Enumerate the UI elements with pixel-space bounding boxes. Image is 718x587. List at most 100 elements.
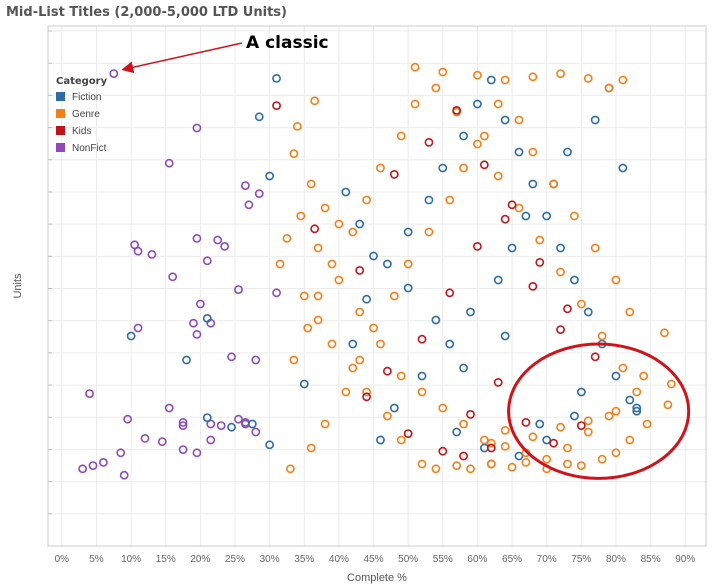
data-point-genre bbox=[611, 275, 621, 285]
data-point-nonfict bbox=[85, 389, 94, 398]
data-point-nonfict bbox=[192, 329, 202, 339]
data-point-genre bbox=[473, 70, 482, 80]
data-point-fiction bbox=[254, 112, 264, 122]
data-point-genre bbox=[334, 219, 344, 229]
data-point-nonfict bbox=[206, 419, 216, 429]
data-point-genre bbox=[327, 259, 337, 269]
data-point-kids bbox=[355, 265, 365, 275]
data-point-genre bbox=[341, 387, 351, 397]
data-point-genre bbox=[334, 275, 344, 285]
data-point-fiction bbox=[272, 74, 281, 83]
x-tick-label: 30% bbox=[260, 554, 280, 565]
data-point-fiction bbox=[182, 355, 191, 365]
data-point-genre bbox=[500, 441, 510, 451]
legend-title: Category bbox=[56, 76, 108, 87]
data-point-nonfict bbox=[202, 256, 212, 266]
data-point-fiction bbox=[362, 294, 372, 304]
data-point-genre bbox=[289, 355, 299, 365]
data-point-genre bbox=[410, 99, 420, 109]
data-point-kids bbox=[493, 377, 503, 387]
highlight-circle bbox=[507, 342, 691, 480]
data-point-fiction bbox=[369, 251, 378, 261]
data-point-nonfict bbox=[227, 352, 236, 362]
data-point-genre bbox=[396, 131, 406, 141]
data-point-fiction bbox=[265, 440, 275, 450]
data-point-kids bbox=[362, 392, 372, 402]
data-point-genre bbox=[528, 432, 538, 442]
data-point-genre bbox=[403, 259, 413, 269]
data-point-fiction bbox=[438, 163, 448, 173]
data-point-kids bbox=[452, 106, 462, 115]
data-point-genre bbox=[459, 163, 468, 173]
data-point-fiction bbox=[576, 387, 586, 397]
data-point-genre bbox=[410, 62, 420, 72]
data-point-fiction bbox=[521, 211, 531, 221]
legend-swatch bbox=[56, 143, 65, 152]
data-point-nonfict bbox=[192, 233, 202, 243]
data-point-genre bbox=[431, 464, 441, 474]
x-tick-label: 10% bbox=[121, 554, 141, 565]
data-point-fiction bbox=[590, 115, 600, 125]
data-point-genre bbox=[556, 422, 565, 432]
data-point-nonfict bbox=[251, 427, 261, 437]
data-point-fiction bbox=[570, 275, 579, 285]
x-tick-label: 40% bbox=[329, 554, 349, 565]
data-point-genre bbox=[452, 461, 462, 470]
data-point-genre bbox=[666, 379, 676, 389]
data-point-nonfict bbox=[157, 437, 167, 446]
data-point-genre bbox=[500, 75, 510, 85]
data-point-kids bbox=[466, 409, 475, 419]
annotations: A classic bbox=[121, 33, 691, 480]
data-point-genre bbox=[459, 419, 468, 429]
legend-label: Genre bbox=[72, 109, 100, 120]
data-point-fiction bbox=[403, 283, 413, 293]
data-point-genre bbox=[597, 331, 607, 341]
data-point-genre bbox=[376, 339, 385, 349]
data-point-genre bbox=[618, 75, 628, 85]
data-point-kids bbox=[424, 137, 434, 147]
data-point-nonfict bbox=[234, 285, 243, 294]
data-point-kids bbox=[473, 241, 482, 251]
data-point-kids bbox=[459, 451, 468, 461]
data-point-kids bbox=[500, 214, 510, 224]
data-point-genre bbox=[542, 454, 552, 464]
data-point-nonfict bbox=[116, 448, 126, 458]
data-point-fiction bbox=[632, 403, 642, 413]
data-point-nonfict bbox=[168, 272, 178, 282]
data-point-fiction bbox=[500, 331, 510, 341]
data-point-genre bbox=[313, 315, 323, 325]
data-point-kids bbox=[521, 417, 531, 427]
data-point-kids bbox=[507, 200, 517, 210]
data-point-genre bbox=[479, 435, 489, 445]
x-tick-label: 55% bbox=[433, 554, 453, 565]
data-point-genre bbox=[556, 69, 565, 78]
x-tick-label: 65% bbox=[502, 554, 522, 565]
data-point-genre bbox=[535, 235, 545, 245]
data-point-genre bbox=[445, 195, 455, 205]
data-point-genre bbox=[313, 291, 323, 301]
data-point-fiction bbox=[355, 219, 365, 229]
data-point-genre bbox=[570, 211, 579, 221]
data-point-fiction bbox=[583, 307, 593, 317]
data-point-fiction bbox=[452, 427, 462, 437]
data-point-genre bbox=[604, 83, 614, 93]
data-point-fiction bbox=[486, 75, 496, 85]
x-axis-title: Complete % bbox=[347, 572, 407, 584]
data-point-genre bbox=[583, 427, 593, 437]
data-point-fiction bbox=[376, 435, 385, 445]
data-point-fiction bbox=[611, 371, 621, 381]
chart-title: Mid-List Titles (2,000-5,000 LTD Units) bbox=[6, 5, 287, 20]
data-point-nonfict bbox=[178, 417, 188, 427]
data-point-nonfict bbox=[272, 288, 281, 298]
data-point-genre bbox=[310, 96, 320, 106]
data-point-genre bbox=[396, 435, 406, 445]
plot-frame bbox=[47, 25, 707, 547]
data-point-kids bbox=[417, 334, 427, 344]
x-tick-label: 50% bbox=[398, 554, 418, 565]
data-point-genre bbox=[556, 267, 565, 277]
data-point-fiction bbox=[618, 163, 628, 173]
data-point-fiction bbox=[563, 147, 572, 157]
data-point-genre bbox=[424, 227, 434, 237]
data-point-genre bbox=[493, 99, 503, 109]
